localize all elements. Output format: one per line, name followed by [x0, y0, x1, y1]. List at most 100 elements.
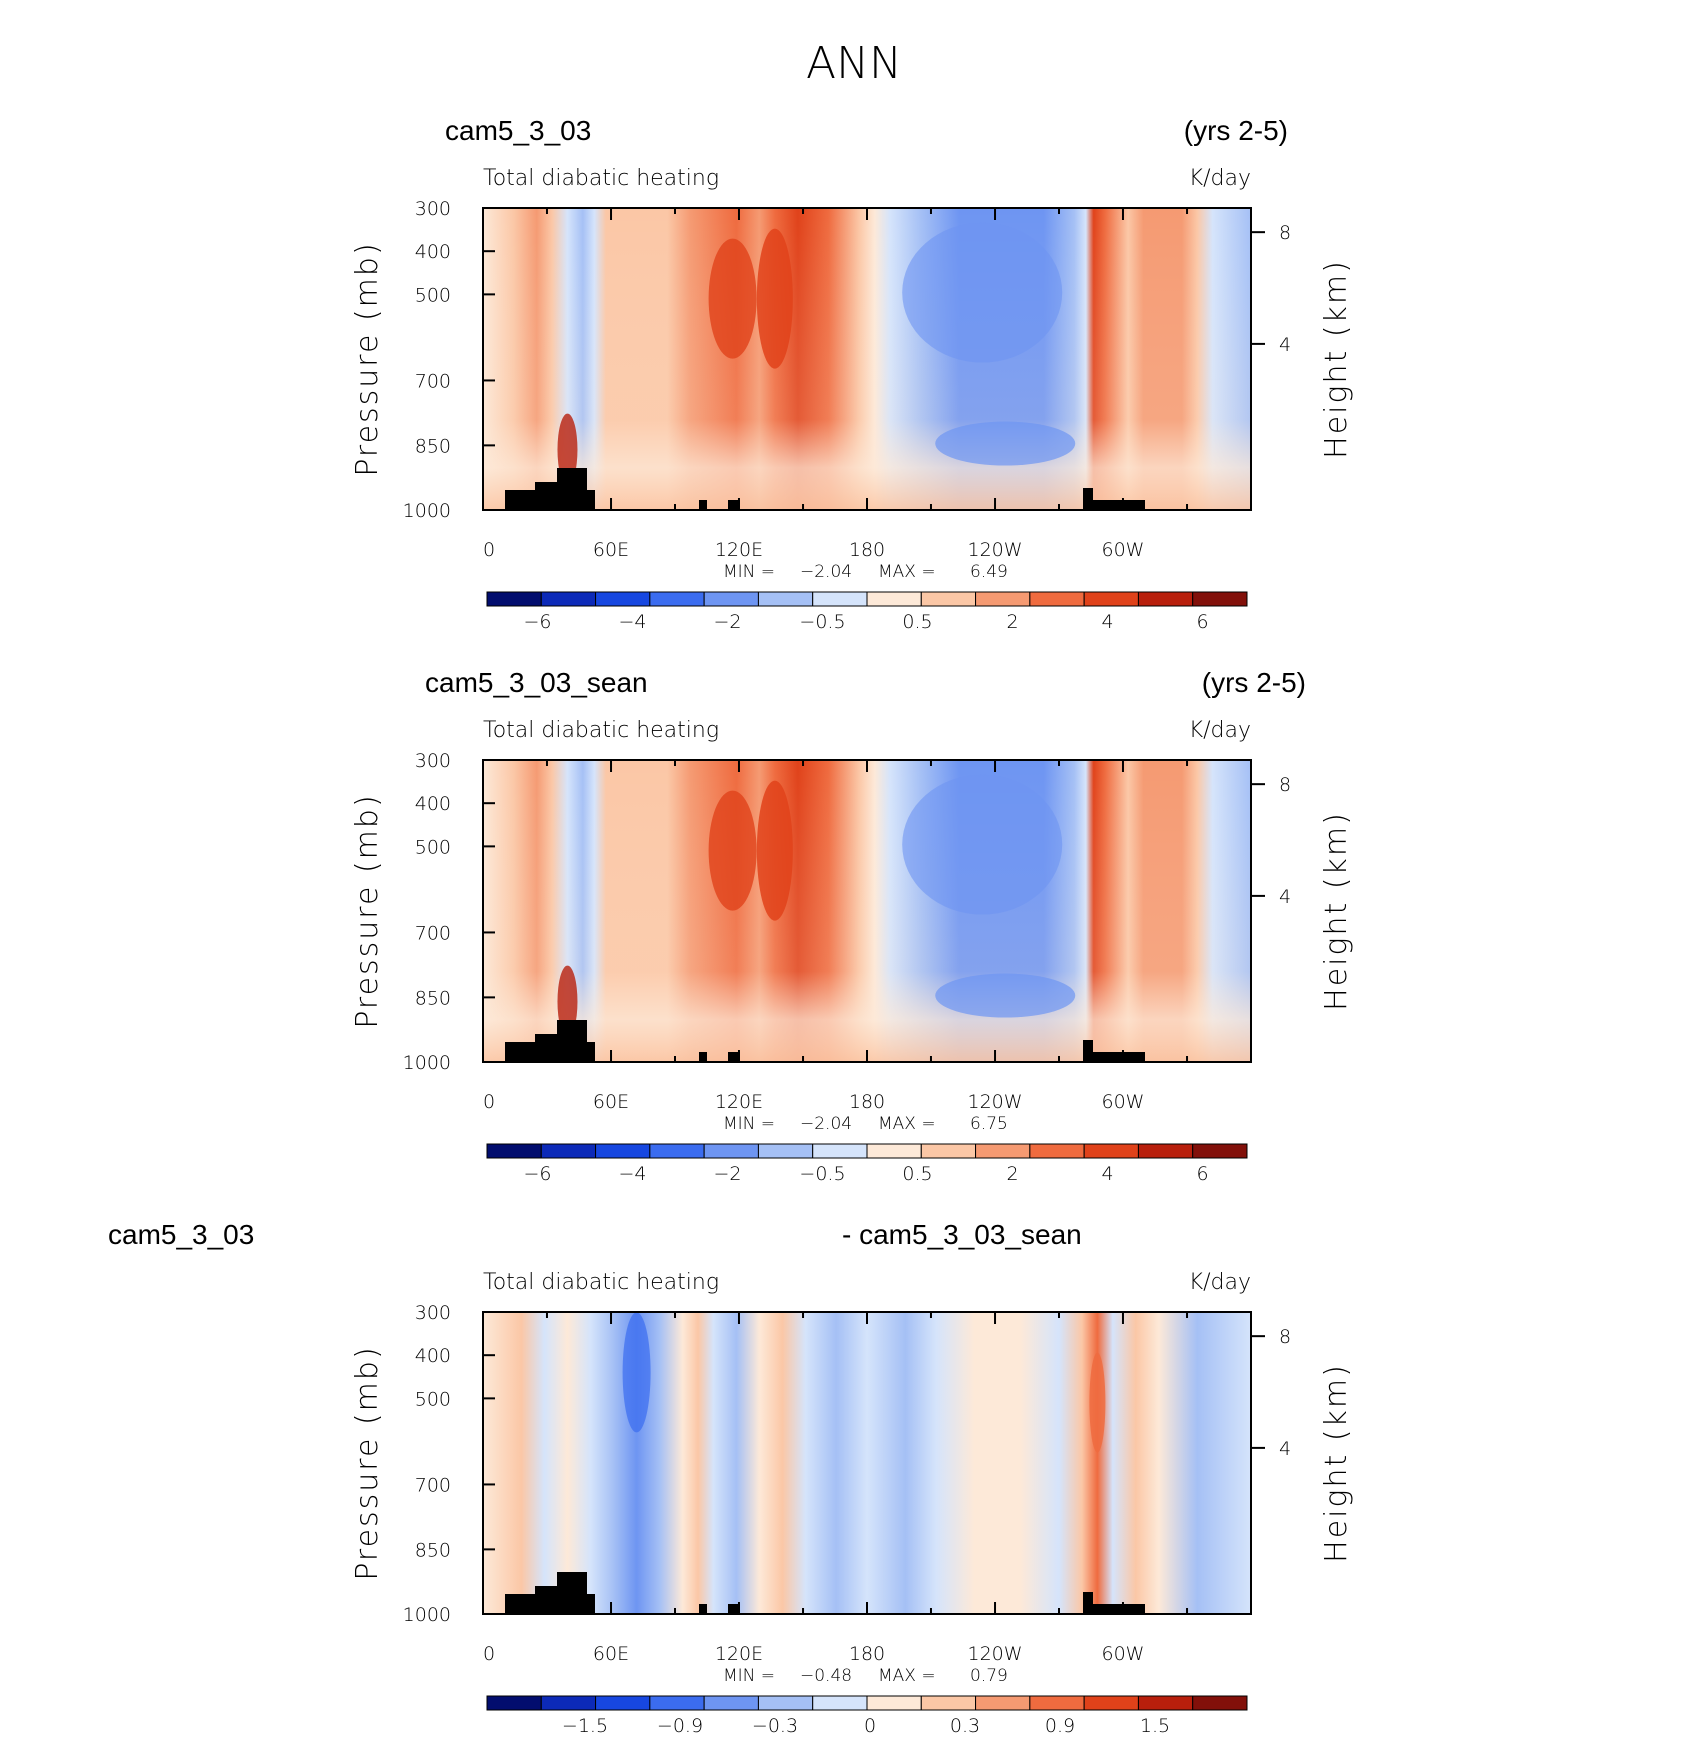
topography-block — [587, 490, 595, 510]
contour-field — [483, 1312, 1251, 1614]
colorbar-swatch — [920, 591, 977, 607]
min-value: −2.04 — [800, 562, 852, 582]
y-axis-right-title: Height (km) — [1319, 1363, 1354, 1563]
y-right-tick-label: 4 — [1279, 886, 1291, 908]
colorbar-swatch — [486, 591, 542, 607]
colorbar-swatch — [812, 1695, 868, 1711]
colorbar-swatch — [1192, 1695, 1248, 1711]
colorbar-swatch — [866, 1143, 922, 1159]
colorbar-swatch — [1083, 591, 1139, 607]
colorbar-label: 2 — [1006, 611, 1018, 633]
y-right-tick-label: 4 — [1279, 1438, 1291, 1460]
topography-block — [557, 1572, 587, 1614]
colorbar-swatch — [1137, 1143, 1194, 1159]
topography-block — [699, 500, 707, 510]
colorbar-swatch — [866, 591, 922, 607]
colorbar-swatch — [812, 1143, 868, 1159]
y-right-tick-label: 8 — [1279, 222, 1291, 244]
cooling-region — [935, 421, 1076, 466]
colorbar-swatch — [1029, 1695, 1085, 1711]
x-tick-label: 120E — [715, 1643, 763, 1665]
contour-field-surface — [483, 208, 1251, 510]
topography-block — [1083, 488, 1093, 510]
heating-core — [708, 238, 757, 359]
y-tick-label: 850 — [415, 1539, 451, 1561]
topography-block — [1083, 500, 1145, 510]
colorbar-swatch — [1192, 591, 1248, 607]
y-tick-label: 400 — [415, 241, 451, 263]
topography-block — [535, 1586, 557, 1614]
topography-block — [728, 1604, 740, 1614]
colorbar-swatch — [1083, 1695, 1139, 1711]
heating-core — [557, 965, 578, 1038]
colorbar-label: 0.5 — [902, 1163, 932, 1185]
topography-block — [728, 500, 740, 510]
colorbar-label: 4 — [1101, 1163, 1113, 1185]
colorbar-label: 0.9 — [1045, 1715, 1075, 1737]
colorbar-swatch — [757, 1695, 814, 1711]
y-right-tick-label: 8 — [1279, 774, 1291, 796]
y-tick-label: 500 — [415, 284, 451, 306]
colorbar-label: −4 — [618, 611, 646, 633]
y-tick-label: 1000 — [403, 1052, 451, 1074]
colorbar-swatch — [703, 1695, 759, 1711]
colorbar-swatch — [540, 1695, 597, 1711]
panel-title: Total diabatic heating — [483, 718, 719, 743]
y-tick-label: 1000 — [403, 500, 451, 522]
colorbar-swatch — [812, 591, 868, 607]
colorbar-swatch — [1029, 1143, 1085, 1159]
colorbar-label: −0.5 — [799, 1163, 845, 1185]
y-axis-title: Pressure (mb) — [350, 1345, 385, 1580]
heating-core — [756, 780, 793, 921]
topography-block — [557, 1020, 587, 1062]
colorbar-swatch — [649, 1695, 705, 1711]
case-name-right: (yrs 2-5) — [1202, 667, 1306, 698]
units-label: K/day — [1189, 718, 1251, 743]
colorbar-label: −6 — [523, 611, 551, 633]
colorbar-label: −1.5 — [562, 1715, 608, 1737]
units-label: K/day — [1189, 166, 1251, 191]
x-tick-label: 0 — [483, 539, 495, 561]
topography-block — [505, 490, 535, 510]
topography-block — [505, 1042, 535, 1062]
max-value: 0.79 — [970, 1666, 1008, 1686]
x-tick-label: 60E — [593, 539, 629, 561]
max-label: MAX = — [878, 1114, 936, 1134]
min-label: MIN = — [723, 562, 775, 582]
y-tick-label: 700 — [415, 922, 451, 944]
max-value: 6.75 — [970, 1114, 1008, 1134]
x-tick-label: 120W — [967, 1643, 1022, 1665]
colorbar-label: −2 — [713, 611, 741, 633]
y-tick-label: 500 — [415, 1388, 451, 1410]
colorbar-label: 0 — [864, 1715, 876, 1737]
colorbar-label: −4 — [618, 1163, 646, 1185]
x-tick-label: 120W — [967, 1091, 1022, 1113]
x-tick-label: 120E — [715, 1091, 763, 1113]
x-tick-label: 60W — [1101, 1643, 1144, 1665]
colorbar-label: −0.9 — [657, 1715, 703, 1737]
x-tick-label: 60W — [1101, 539, 1144, 561]
colorbar-swatch — [1137, 591, 1194, 607]
topography — [505, 1020, 1145, 1062]
colorbar-label: −2 — [713, 1163, 741, 1185]
y-tick-label: 300 — [415, 750, 451, 772]
colorbar-swatch — [540, 1143, 597, 1159]
topography-block — [505, 1594, 535, 1614]
colorbar-swatch — [649, 591, 705, 607]
max-label: MAX = — [878, 562, 936, 582]
cooling-region — [902, 222, 1063, 363]
colorbar-label: 6 — [1196, 611, 1208, 633]
max-value: 6.49 — [970, 562, 1008, 582]
panels: cam5_3_03 (yrs 2-5) Total diabatic heating… — [108, 115, 1354, 1737]
colorbar-label: 1.5 — [1140, 1715, 1170, 1737]
y-axis-title: Pressure (mb) — [350, 793, 385, 1028]
y-tick-label: 400 — [415, 793, 451, 815]
colorbar-swatch — [649, 1143, 705, 1159]
case-name-right: - cam5_3_03_sean — [842, 1219, 1082, 1250]
x-tick-label: 180 — [849, 539, 885, 561]
case-name-right: (yrs 2-5) — [1184, 115, 1288, 146]
colorbar-swatch — [703, 1143, 759, 1159]
y-tick-label: 700 — [415, 1474, 451, 1496]
colorbar-swatch — [975, 591, 1031, 607]
